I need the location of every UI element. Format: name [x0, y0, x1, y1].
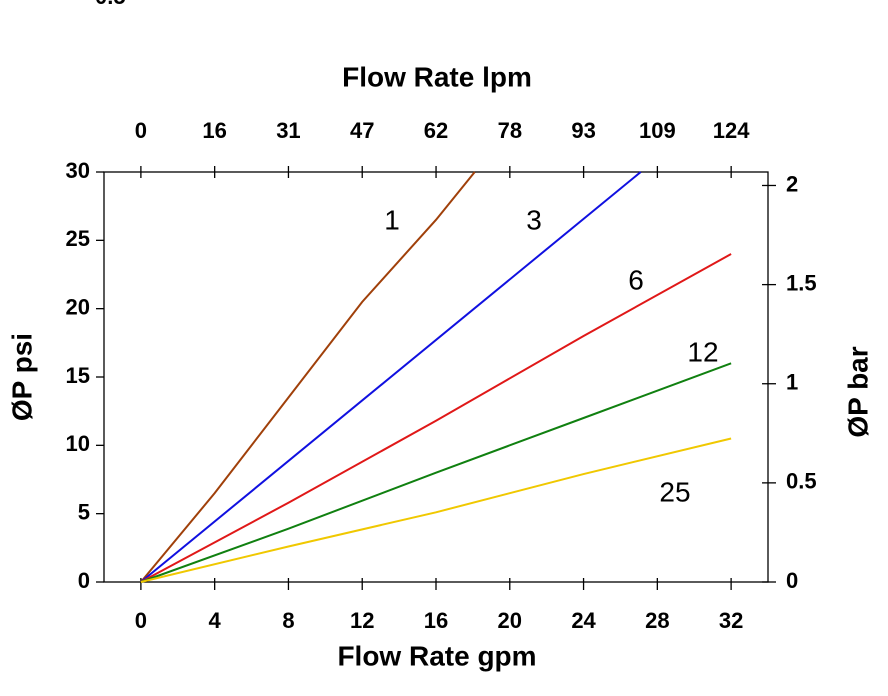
x-tick-label: 0 [135, 608, 147, 633]
note: 0.5 [95, 0, 126, 9]
x2-tick-label: 31 [276, 118, 300, 143]
x-tick-label: 12 [350, 608, 374, 633]
y-tick-label: 0 [78, 568, 90, 593]
plot-frame [103, 171, 769, 583]
series-label: 6 [628, 264, 644, 295]
x2-tick-label: 47 [350, 118, 374, 143]
y2-tick-label: 1.5 [786, 270, 817, 295]
y-tick-label: 5 [78, 499, 90, 524]
y2-tick-label: 1 [786, 370, 798, 395]
y-tick-label: 15 [66, 363, 90, 388]
x2-tick-label: 93 [571, 118, 595, 143]
y2-tick-label: 2 [786, 171, 798, 196]
x2-tick-label: 124 [713, 118, 750, 143]
x2-tick-label: 16 [202, 118, 226, 143]
y-axis-title: ØP psi [6, 333, 37, 421]
x2-tick-label: 62 [424, 118, 448, 143]
x-tick-label: 28 [645, 608, 669, 633]
x2-tick-label: 78 [498, 118, 522, 143]
series-label: 1 [384, 204, 400, 235]
series-line [140, 171, 476, 583]
x2-axis-title: Flow Rate lpm [342, 61, 532, 92]
series-label: 12 [687, 336, 718, 367]
x2-tick-label: 0 [135, 118, 147, 143]
series-line [140, 437, 732, 583]
x-tick-label: 20 [498, 608, 522, 633]
y-tick-label: 10 [66, 431, 90, 456]
y2-tick-label: 0.5 [786, 469, 817, 494]
y-tick-label: 30 [66, 158, 90, 183]
x-axis-title: Flow Rate gpm [337, 640, 536, 671]
series-line [140, 253, 732, 583]
y2-tick-label: 0 [786, 568, 798, 593]
y-tick-label: 20 [66, 294, 90, 319]
series-label: 3 [526, 204, 542, 235]
x2-tick-label: 109 [639, 118, 676, 143]
x-tick-label: 24 [571, 608, 596, 633]
x-tick-label: 8 [282, 608, 294, 633]
series-label: 25 [659, 476, 690, 507]
x-tick-label: 32 [719, 608, 743, 633]
x-tick-label: 16 [424, 608, 448, 633]
y2-axis-title: ØP bar [842, 346, 873, 437]
series-line [140, 362, 732, 583]
x-tick-label: 4 [209, 608, 222, 633]
series-line [140, 171, 642, 583]
y-tick-label: 25 [66, 226, 90, 251]
